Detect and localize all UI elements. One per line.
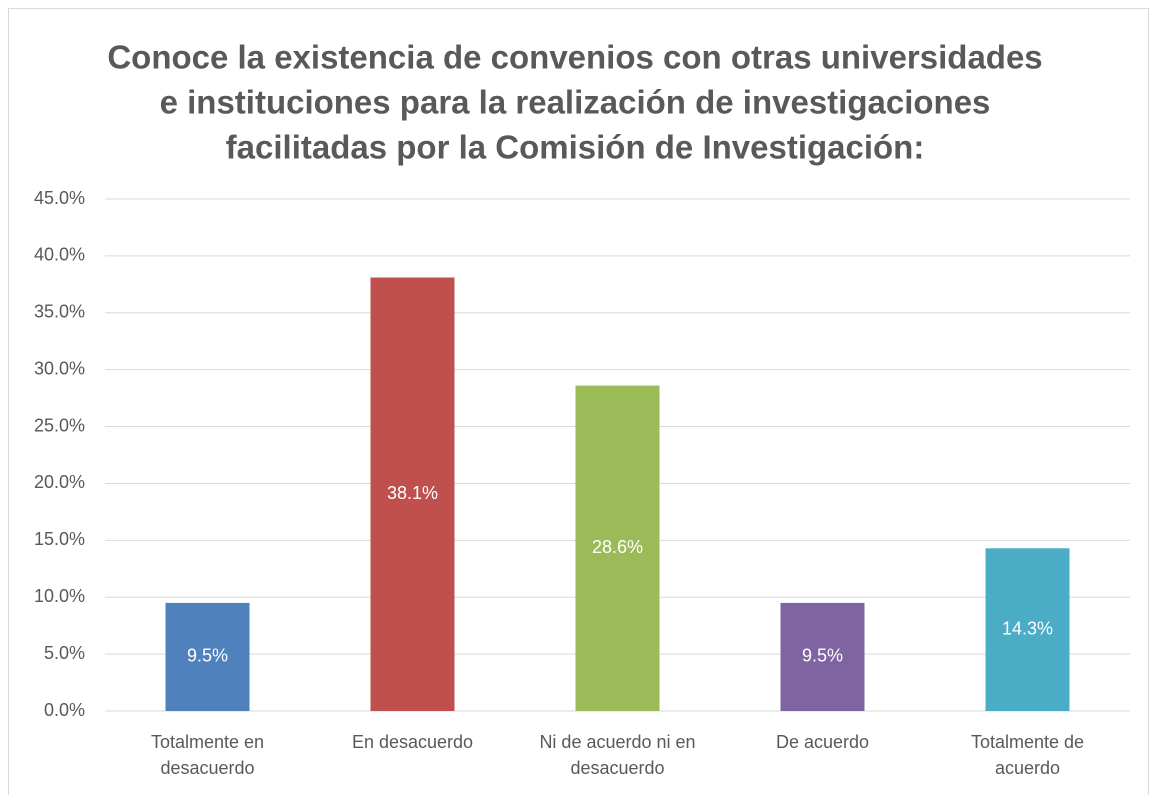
- data-label: 14.3%: [1002, 618, 1053, 638]
- x-tick-label: Totalmente en desacuerdo: [150, 732, 265, 778]
- chart-title: Conoce la existencia de convenios con ot…: [107, 39, 1042, 76]
- y-tick-label: 25.0%: [34, 415, 85, 435]
- y-tick-label: 35.0%: [34, 302, 85, 322]
- y-tick-label: 45.0%: [34, 188, 85, 208]
- bar: [780, 602, 865, 711]
- bar: [370, 277, 455, 711]
- bar: [165, 602, 250, 711]
- chart-title: e instituciones para la realización de i…: [160, 84, 991, 121]
- y-tick-label: 0.0%: [44, 700, 85, 720]
- x-tick-label: Totalmente de acuerdo: [970, 732, 1085, 778]
- y-tick-label: 15.0%: [34, 529, 85, 549]
- data-label: 9.5%: [802, 646, 843, 666]
- bar: [575, 385, 660, 711]
- data-label: 38.1%: [387, 483, 438, 503]
- y-tick-label: 40.0%: [34, 245, 85, 265]
- y-tick-label: 20.0%: [34, 472, 85, 492]
- x-tick-label: Ni de acuerdo ni en desacuerdo: [539, 732, 696, 778]
- data-label: 9.5%: [187, 646, 228, 666]
- x-tick-label: En desacuerdo: [351, 732, 474, 752]
- chart-title: facilitadas por la Comisión de Investiga…: [226, 129, 925, 166]
- x-tick-label: De acuerdo: [775, 732, 870, 752]
- y-tick-label: 5.0%: [44, 643, 85, 663]
- chart-border: [8, 8, 1149, 795]
- bar: [985, 548, 1070, 711]
- y-tick-label: 30.0%: [34, 358, 85, 378]
- y-tick-label: 10.0%: [34, 586, 85, 606]
- data-label: 28.6%: [592, 537, 643, 557]
